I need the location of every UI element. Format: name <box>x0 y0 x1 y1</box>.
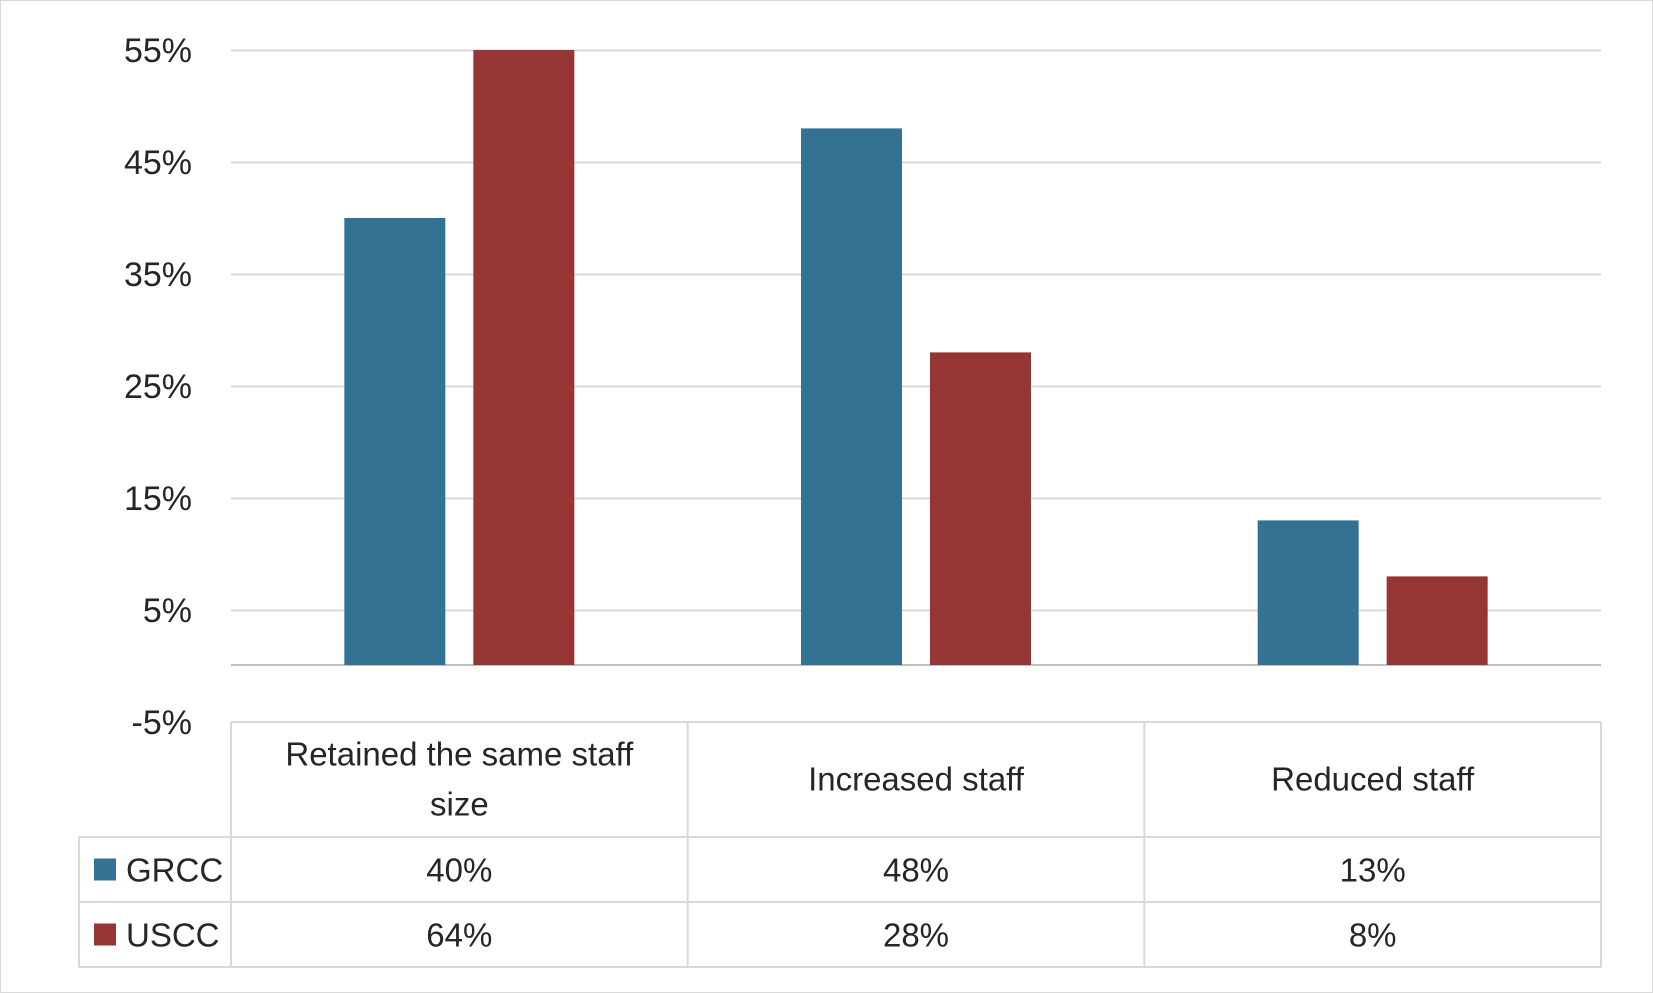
data-label: 13% <box>1340 852 1406 889</box>
bar-grcc <box>1257 520 1359 665</box>
data-label: 48% <box>883 852 949 889</box>
legend-key-uscc <box>94 923 116 946</box>
gridlines <box>231 49 1601 666</box>
bar-uscc <box>473 50 575 665</box>
category-label: Retained the same staff <box>285 736 634 773</box>
y-tick-label: -5% <box>132 704 192 742</box>
bar-grcc <box>344 218 446 665</box>
data-label: 40% <box>426 852 492 889</box>
bars <box>344 50 1488 665</box>
category-label: Increased staff <box>808 761 1025 798</box>
bar-uscc <box>1386 576 1488 665</box>
category-label: size <box>430 786 489 823</box>
data-label: 8% <box>1349 917 1397 954</box>
y-tick-label: 25% <box>124 368 192 406</box>
y-tick-label: 35% <box>124 256 192 294</box>
legend-key-grcc <box>94 858 116 881</box>
data-label: 28% <box>883 917 949 954</box>
y-tick-label: 15% <box>124 480 192 518</box>
y-tick-label: 45% <box>124 144 192 182</box>
category-label: Reduced staff <box>1271 761 1475 798</box>
y-tick-label: 55% <box>124 32 192 70</box>
bar-uscc <box>930 352 1031 665</box>
legend-label-uscc: USCC <box>126 917 220 954</box>
data-table: Retained the same staff size Increased sta… <box>78 721 1602 968</box>
data-label: 64% <box>426 917 492 954</box>
legend-label-grcc: GRCC <box>126 852 223 889</box>
bar-grcc <box>801 128 902 665</box>
y-tick-label: 5% <box>143 592 192 630</box>
y-axis: 55% 45% 35% 25% 15% 5% -5% <box>124 32 192 742</box>
